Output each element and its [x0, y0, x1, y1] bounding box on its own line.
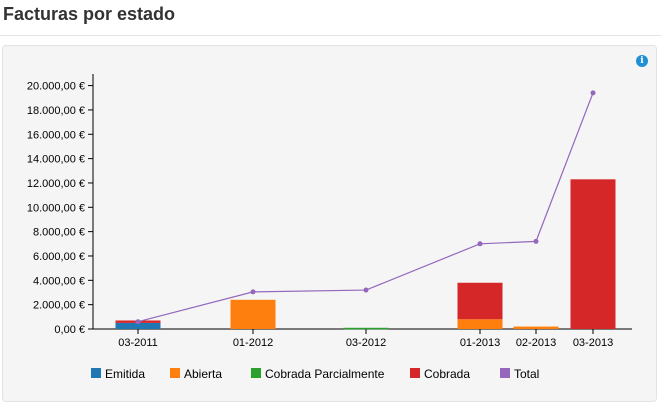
legend[interactable]: Emitida Abierta Cobrada Parcialmente Cobrad… [91, 367, 539, 381]
page-title: Facturas por estado [3, 4, 176, 24]
legend-swatch [500, 368, 510, 378]
legend-label: Cobrada [424, 367, 470, 381]
legend-item[interactable]: Cobrada Parcialmente [251, 367, 385, 381]
legend-swatch [251, 368, 261, 378]
total-point[interactable] [533, 238, 539, 244]
bars [115, 179, 616, 330]
y-tick-label: 12.000,00 € [27, 178, 85, 190]
bar-abierta[interactable] [230, 299, 276, 329]
legend-swatch [410, 368, 420, 378]
x-tick-label: 03-2011 [118, 337, 158, 349]
bar-cobrada-parcialmente[interactable] [343, 327, 389, 330]
title-divider [0, 35, 661, 36]
total-point[interactable] [590, 90, 596, 96]
info-icon[interactable]: i [636, 55, 648, 67]
y-tick-label: 14.000,00 € [27, 154, 85, 166]
y-tick-label: 20.000,00 € [27, 81, 85, 93]
y-tick-label: 8.000,00 € [33, 227, 85, 239]
chart-panel [2, 45, 657, 402]
bar-abierta[interactable] [457, 319, 503, 329]
legend-label: Cobrada Parcialmente [265, 367, 385, 381]
y-tick-label: 6.000,00 € [33, 251, 85, 263]
y-tick-label: 18.000,00 € [27, 105, 85, 117]
bar-cobrada[interactable] [457, 282, 503, 320]
bar-abierta[interactable] [513, 326, 559, 329]
legend-swatch [170, 368, 180, 378]
total-point[interactable] [250, 289, 256, 295]
total-line [135, 90, 596, 325]
legend-item[interactable]: Cobrada [410, 367, 470, 381]
y-tick-label: 2.000,00 € [33, 300, 85, 312]
legend-label: Abierta [184, 367, 222, 381]
y-tick-label: 0,00 € [54, 324, 85, 336]
legend-item[interactable]: Emitida [91, 367, 145, 381]
legend-item[interactable]: Abierta [170, 367, 222, 381]
x-tick-label: 03-2013 [573, 337, 613, 349]
x-tick-label: 02-2013 [516, 337, 556, 349]
x-axis: 03-2011 01-2012 03-2012 01-2013 02-2013 03-20… [93, 328, 632, 349]
x-tick-label: 01-2013 [460, 337, 500, 349]
y-tick-label: 16.000,00 € [27, 129, 85, 141]
legend-label: Emitida [105, 367, 145, 381]
y-axis: 0,00 € 2.000,00 € 4.000,00 € 6.000,00 € 8.00… [27, 74, 94, 336]
bar-emitida[interactable] [115, 322, 161, 329]
total-point[interactable] [477, 241, 483, 247]
legend-item[interactable]: Total [500, 367, 539, 381]
legend-swatch [91, 368, 101, 378]
total-line-path [137, 92, 594, 323]
bar-cobrada[interactable] [570, 179, 616, 329]
y-tick-label: 10.000,00 € [27, 202, 85, 214]
x-tick-label: 03-2012 [346, 337, 386, 349]
x-tick-label: 01-2012 [233, 337, 273, 349]
total-point[interactable] [363, 287, 369, 293]
y-tick-label: 4.000,00 € [33, 275, 85, 287]
legend-label: Total [514, 367, 539, 381]
total-point[interactable] [135, 319, 141, 325]
